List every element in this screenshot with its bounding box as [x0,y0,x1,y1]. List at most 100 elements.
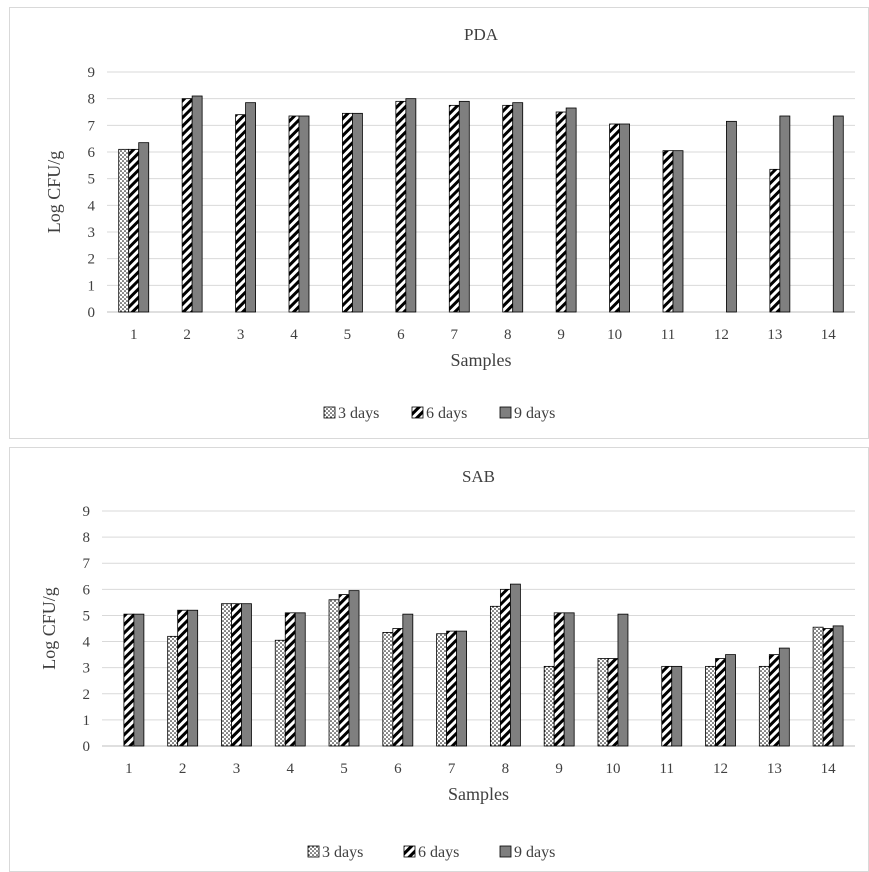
legend-entry: 6 days [418,844,459,861]
x-tick-label: 3 [237,327,245,343]
bar-dots [705,665,716,747]
bar-solid [241,603,252,747]
bar-stripes [231,603,242,747]
bar-solid [245,102,256,313]
x-tick-label: 10 [607,327,622,343]
y-tick-label: 5 [83,608,91,624]
x-tick-label: 13 [767,327,782,343]
y-tick-label: 2 [83,687,91,703]
y-tick-label: 1 [83,713,91,729]
y-tick-label: 7 [83,556,91,572]
x-axis-label: Samples [451,350,512,370]
bar-stripes [181,98,193,313]
bar-solid [725,654,736,747]
x-tick-label: 14 [821,761,837,777]
x-tick-label: 5 [344,327,352,343]
x-tick-label: 6 [397,327,405,343]
bar-dots [758,665,770,747]
y-tick-label: 3 [88,225,96,241]
bar-solid [563,612,575,747]
legend-swatch [411,406,424,419]
legend-swatch [323,406,336,419]
bar-stripes [715,658,726,747]
legend-swatch [403,845,416,858]
x-tick-label: 12 [714,327,729,343]
y-tick-label: 8 [83,530,91,546]
x-axis-label: Samples [448,784,509,804]
bar-solid [456,630,468,747]
bar-solid [294,612,306,747]
legend-entry: 6 days [426,405,467,422]
legend-swatch [499,406,512,419]
bar-stripes [499,588,511,747]
y-tick-label: 1 [88,278,96,294]
pda-chart-panel: PDA 0 1 2 3 4 5 6 7 8 9 1 2 3 4 5 6 7 8 9 10 11 12 13 14 Samples L… [9,7,869,439]
bar-stripes [607,658,619,747]
bar-solid [832,625,844,747]
x-tick-label: 14 [821,327,837,343]
bar-stripes [342,112,353,313]
bar-stripes [123,613,135,747]
y-tick-label: 2 [88,252,96,268]
x-tick-label: 11 [660,761,674,777]
bar-stripes [448,104,460,313]
bar-stripes [662,150,674,313]
x-tick-label: 13 [767,761,782,777]
bar-solid [778,647,790,747]
x-tick-label: 9 [557,327,565,343]
bar-solid [191,95,203,313]
x-tick-label: 11 [661,327,675,343]
bar-dots [812,626,824,747]
y-tick-label: 3 [83,661,91,677]
bar-stripes [661,665,673,747]
bar-dots [382,632,394,747]
x-tick-label: 7 [451,327,459,343]
bar-dots [274,639,286,747]
legend-entry: 9 days [514,405,555,422]
x-tick-label: 1 [125,761,132,777]
x-tick-label: 2 [183,327,191,343]
y-tick-label: 6 [83,582,91,598]
bar-solid [187,609,199,747]
bar-solid [509,583,521,747]
x-tick-label: 9 [555,761,563,777]
bar-stripes [446,630,458,747]
bar-stripes [177,609,189,747]
x-tick-label: 12 [713,761,728,777]
x-tick-label: 7 [448,761,456,777]
bar-solid [298,115,310,313]
y-tick-label: 8 [88,92,96,108]
y-tick-label: 9 [83,504,91,520]
bar-solid [348,590,360,747]
bar-dots [118,148,130,313]
bar-dots [597,658,609,747]
x-tick-label: 6 [394,761,402,777]
y-tick-label: 5 [88,172,96,188]
bar-stripes [395,100,407,313]
bar-solid [402,613,414,747]
bar-solid [133,613,145,747]
y-tick-label: 4 [88,198,96,214]
bar-stripes [284,612,296,747]
legend-entry: 3 days [338,405,379,422]
bar-stripes [128,148,140,313]
y-tick-label: 9 [88,65,96,81]
bar-stripes [338,594,350,747]
y-tick-label: 6 [88,145,96,161]
bar-dots [167,635,179,747]
bar-stripes [609,123,620,313]
bar-stripes [555,111,567,313]
bar-stripes [768,654,780,747]
bar-solid [512,102,524,313]
y-tick-label: 0 [88,305,96,321]
bar-solid [726,120,737,313]
x-tick-label: 10 [605,761,620,777]
legend-entry: 9 days [514,844,555,861]
bar-stripes [553,612,565,747]
bar-stripes [822,628,834,747]
bar-dots [543,665,555,747]
bar-dots [221,603,232,747]
x-tick-label: 8 [504,327,512,343]
bar-solid [352,112,363,313]
